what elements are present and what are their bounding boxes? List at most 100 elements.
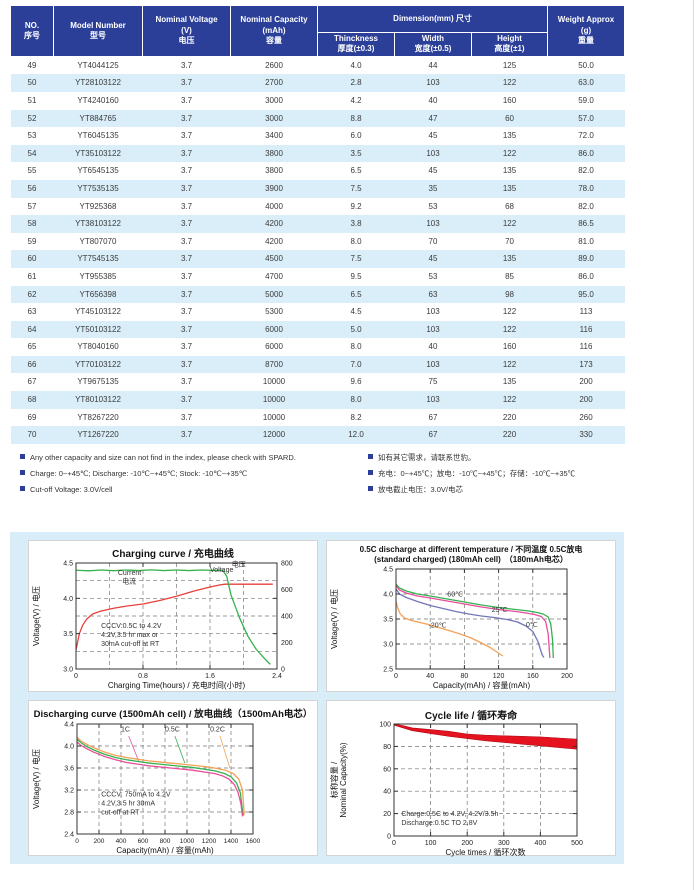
cell-weight: 260 [579,412,593,422]
bullet-square-icon [20,486,25,491]
cell-height: 85 [505,271,514,281]
svg-text:Nominal Capacity(%): Nominal Capacity(%) [339,742,348,817]
table-row: 60 YT7545135 3.7 4500 7.5 45 135 89.0 [10,250,625,268]
table-row: 51 YT4240160 3.7 3000 4.2 40 160 59.0 [10,91,625,110]
cell-thickness: 6.5 [350,166,362,176]
cell-weight: 86.0 [578,148,594,158]
svg-text:CCCV: 750mA to 4.2V: CCCV: 750mA to 4.2V [101,792,171,799]
svg-text:800: 800 [160,838,171,845]
svg-text:200: 200 [94,838,105,845]
svg-text:1000: 1000 [180,838,195,845]
svg-text:3.5: 3.5 [383,617,393,624]
cell-capacity: 10000 [262,377,286,387]
cell-model: YT70103122 [75,359,121,369]
cell-voltage: 3.7 [180,95,193,105]
cell-thickness: 9.2 [350,201,362,211]
cell-capacity: 3800 [265,166,283,176]
cell-voltage: 3.7 [180,342,193,352]
col-header-thickness: Thinckness 厚度(±0.3) [317,32,395,57]
svg-text:0: 0 [281,667,285,674]
col-header-capacity: Nominal Capacity (mAh) 容量 [230,5,318,57]
cell-voltage: 3.7 [180,113,193,123]
cell-capacity: 10000 [262,395,286,405]
cell-height: 135 [502,377,517,387]
svg-text:2.4: 2.4 [272,673,282,680]
cell-no: 62 [27,289,37,299]
cell-height: 122 [502,324,517,334]
cell-width: 103 [426,359,440,369]
discharging-curve-card: Discharging curve (1500mAh cell) / 放电曲线（… [28,700,318,856]
cell-model: YT45103122 [75,307,121,317]
svg-text:0: 0 [392,840,396,847]
svg-text:0.5C: 0.5C [165,727,180,734]
cell-capacity: 4700 [265,271,283,281]
svg-text:4.5: 4.5 [63,561,73,568]
cell-height: 160 [502,342,517,352]
svg-text:Cycle times / 循环次数: Cycle times / 循环次数 [445,847,525,857]
cell-voltage: 3.7 [180,201,193,211]
svg-text:4.4: 4.4 [64,722,74,729]
svg-text:2.5: 2.5 [383,667,393,674]
cell-voltage: 3.7 [180,324,193,334]
cell-no: 55 [27,166,37,176]
note-item: Any other capacity and size can not find… [20,453,368,462]
table-row: 52 YT884765 3.7 3000 8.8 47 60 57.0 [10,109,625,128]
cell-height: 60 [505,113,514,123]
svg-text:120: 120 [493,673,505,680]
svg-text:160: 160 [527,673,539,680]
note-item: 充电：0~+45℃；放电：-10℃~+45℃；存储：-10℃~+35℃ [368,469,680,478]
cell-capacity: 3800 [265,148,283,158]
charging-curve-card: Charging curve / 充电曲线 0 0.8 1.6 2.4 3.0 3.5 4.… [28,540,318,692]
cell-weight: 200 [579,395,593,405]
cell-model: YT38103122 [75,219,121,229]
note-item: Cut-off Voltage: 3.0V/cell [20,485,368,494]
svg-text:电流: 电流 [122,576,136,585]
cell-weight: 113 [579,307,593,317]
svg-text:2.4: 2.4 [64,832,74,839]
cell-no: 67 [27,377,37,387]
table-row: 59 YT807070 3.7 4200 8.0 70 70 81.0 [10,232,625,251]
svg-text:Charge:0.5C to 4.2V, 4.2V/3.5h: Charge:0.5C to 4.2V, 4.2V/3.5h [401,811,498,818]
cell-height: 68 [505,201,514,211]
cell-height: 160 [502,95,517,105]
cell-weight: 89.0 [578,254,594,264]
cell-thickness: 7.5 [350,254,362,264]
svg-text:Charging Time(hours) / 充电时间(小时: Charging Time(hours) / 充电时间(小时) [108,680,246,690]
cell-no: 52 [27,113,37,123]
table-row: 61 YT955385 3.7 4700 9.5 53 85 86.0 [10,267,625,286]
cell-width: 45 [428,166,438,176]
cell-capacity: 3000 [265,113,283,123]
cell-voltage: 3.7 [180,359,193,369]
cell-width: 103 [426,78,440,88]
cell-capacity: 4200 [265,219,283,229]
cell-no: 58 [27,219,37,229]
table-row: 69 YT8267220 3.7 10000 8.2 67 220 260 [10,408,625,427]
col-header-weight: Weight Approx (g) 重量 [547,5,626,57]
cell-weight: 81.0 [578,236,594,246]
cell-no: 60 [27,254,37,264]
svg-text:Current: Current [118,570,141,577]
cell-width: 40 [428,342,438,352]
cell-weight: 330 [579,430,593,440]
cell-no: 49 [27,60,37,70]
svg-text:0.8: 0.8 [138,673,148,680]
svg-text:0: 0 [74,673,78,680]
cell-thickness: 5.0 [350,324,362,334]
note-text: Cut-off Voltage: 3.0V/cell [30,485,113,494]
svg-text:3.5: 3.5 [63,631,73,638]
cell-model: YT925368 [79,201,117,211]
svg-text:0℃: 0℃ [526,622,538,629]
cell-width: 103 [426,324,440,334]
svg-text:400: 400 [281,614,293,621]
cell-no: 54 [27,148,37,158]
cell-thickness: 4.2 [350,95,362,105]
cell-capacity: 12000 [262,430,286,440]
col-header-width: Width 宽度(±0.5) [394,32,472,57]
cell-thickness: 9.5 [350,271,362,281]
cell-thickness: 4.5 [350,307,362,317]
cycle-life-chart: 0 100 200 300 400 500 0 20 40 60 80 100 Charge:0.5C … [329,722,583,858]
cell-width: 47 [428,113,438,123]
cell-capacity: 5000 [265,289,283,299]
cell-width: 44 [428,60,438,70]
cell-weight: 95.0 [578,289,594,299]
